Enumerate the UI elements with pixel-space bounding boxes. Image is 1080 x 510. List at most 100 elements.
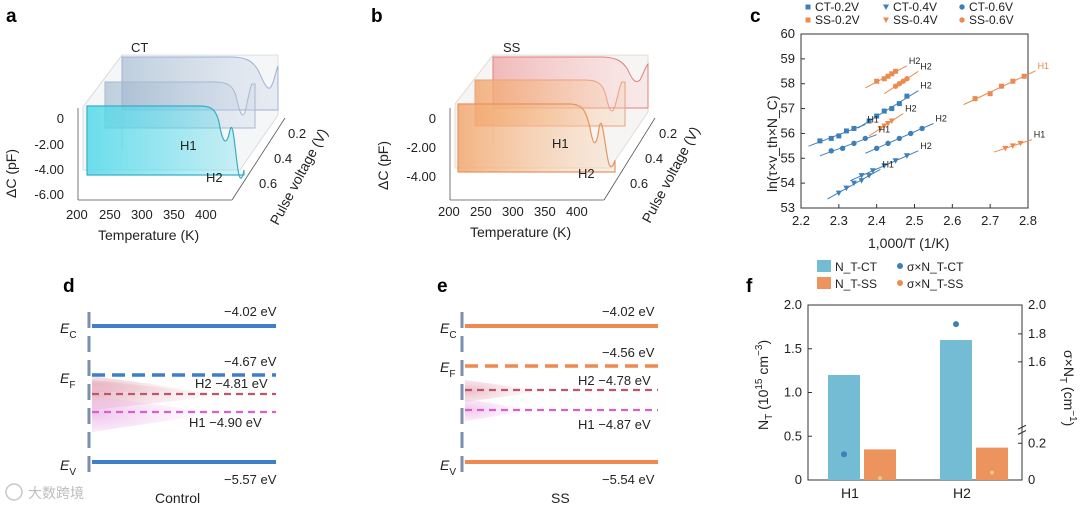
panel-b-ztick: 0.4	[645, 151, 663, 166]
panel-b-ylabel: ΔC (pF)	[375, 141, 391, 190]
panel-c-segment-label: H1	[1038, 61, 1050, 71]
panel-c-point	[881, 123, 888, 129]
panel-f-dot-ct	[841, 451, 847, 458]
panel-f-ltick: 2.0	[784, 297, 802, 312]
panel-e: e −4.02 eV −4.56 eV H2 −4.78 eV H1 −4.87…	[437, 276, 658, 506]
panel-c-ytick: 56	[781, 125, 795, 140]
panel-f-ltick: 0	[795, 472, 802, 487]
panel-d-ev-sub: V	[69, 467, 76, 478]
panel-label-d: d	[63, 276, 75, 297]
panel-c-point	[839, 145, 846, 152]
panel-b-ztick: 0.6	[630, 176, 648, 191]
panel-c-xtick: 2.2	[792, 213, 810, 228]
panel-f-bar-ss	[864, 449, 896, 480]
panel-f-legend-swatch	[817, 277, 831, 289]
panel-c-ticks: 2.2 2.3 2.4 2.5 2.6 2.7 2.8 53 54 55 56 57 58 59 60	[781, 26, 1038, 228]
panel-b-xtick: 250	[470, 204, 492, 219]
panel-c-legend-label: CT-0.6V	[969, 0, 1013, 14]
panel-c-point	[828, 148, 834, 154]
panel-c-point	[836, 133, 842, 139]
panel-f-dot-ss	[878, 476, 882, 481]
panel-label-c: c	[750, 6, 761, 27]
panel-a-xlabel: Temperature (K)	[98, 227, 199, 243]
panel-c-point	[904, 76, 910, 82]
panel-c-point	[987, 91, 993, 97]
panel-c-point	[885, 120, 892, 127]
panel-c-point	[862, 135, 869, 142]
panel-a-xtick: 300	[131, 207, 153, 222]
panel-d-h1-cone-fill	[92, 396, 220, 432]
panel-b-tag: SS	[503, 40, 521, 55]
panel-c-point	[858, 178, 865, 184]
panel-f-legend-label: σ×N_T-SS	[907, 277, 963, 291]
panel-a-ytick: 0	[57, 111, 64, 126]
panel-c-xtick: 2.5	[905, 213, 923, 228]
panel-c-ylabel: ln(τ×v_th×N_C)	[764, 95, 780, 192]
panel-a-y-ticks: 0 -2.00 -4.00 -6.00	[34, 111, 64, 202]
panel-f-axis-break-icon	[1017, 424, 1027, 435]
panel-e-ev-label: EV	[440, 457, 456, 478]
panel-c-ytick: 57	[781, 101, 795, 116]
panel-e-ev-sym: E	[440, 457, 450, 473]
panel-a-z-axis	[231, 117, 286, 201]
panel-a-ztick: 0.4	[274, 151, 292, 166]
panel-c-point	[908, 130, 914, 137]
panel-c-segment-label: H1	[882, 159, 894, 169]
panel-c-point	[851, 140, 857, 147]
panel-c-segment-label: H2	[920, 61, 932, 71]
panel-c-point	[904, 93, 910, 99]
watermark-text: 大数跨境	[28, 485, 84, 501]
panel-f-dot-ct	[953, 321, 959, 328]
panel-c-point	[873, 145, 880, 152]
panel-a-peak-h1: H1	[180, 138, 197, 153]
panel-c-point	[881, 76, 887, 82]
panel-c-ytick: 60	[781, 26, 795, 41]
panel-a-xtick: 250	[99, 207, 121, 222]
panel-a-ztick: 0.6	[259, 176, 277, 191]
panel-c-xtick: 2.7	[981, 213, 999, 228]
panel-c-segment-label: H2	[920, 141, 932, 151]
panel-e-h2-value: H2 −4.78 eV	[578, 373, 651, 388]
panel-f-right-label: σ×NT (cm−1)	[1057, 350, 1078, 426]
panel-c-point	[881, 163, 888, 169]
panel-f-legend-swatch	[817, 260, 831, 272]
panel-f-rtick: 0.2	[1028, 435, 1046, 450]
panel-f-ltick: 1.5	[784, 341, 802, 356]
panel-c-xlabel: 1,000/T (1/K)	[868, 235, 949, 251]
panel-c-legend-label: SS-0.4V	[893, 13, 938, 27]
panel-label-f: f	[746, 276, 753, 297]
panel-c-segment-label: H2	[920, 81, 932, 91]
panel-f-legend-swatch	[897, 263, 903, 269]
panel-c-point	[858, 173, 865, 179]
panel-f-legend: N_T-CT N_T-SS σ×N_T-CT σ×N_T-SS	[817, 260, 964, 291]
panel-c-fit-line	[819, 134, 877, 157]
panel-c-legend-label: CT-0.2V	[815, 0, 859, 14]
panel-b-peak-h2: H2	[578, 166, 595, 181]
panel-c-xtick: 2.4	[868, 213, 886, 228]
panel-f-rtick: 0	[1028, 472, 1035, 487]
panel-c-point	[888, 118, 895, 124]
panel-f-ticks: 0 0.5 1.0 1.5 2.0 0 0.2 1.6 1.8 2.0 H1 H2	[784, 297, 1046, 501]
panel-c-legend: CT-0.2V CT-0.4V CT-0.6V SS-0.2V SS-0.4V SS-0.…	[805, 0, 1014, 27]
panel-c-segment-labels: H2 H1 H2 H1 H2 H1 H2 H1 H2 H1 H2	[867, 56, 1049, 170]
panel-f-legend-label: N_T-SS	[835, 277, 877, 291]
panel-f-bar-ss	[976, 447, 1008, 480]
panel-b-xtick: 200	[438, 204, 460, 219]
panel-a-ytick: -2.00	[34, 137, 64, 152]
panel-c-legend-label: SS-0.2V	[815, 13, 860, 27]
panel-c-point	[892, 158, 899, 164]
panel-c-legend-marker	[805, 4, 811, 10]
panel-d-h2-value: H2 −4.81 eV	[195, 376, 268, 391]
panel-c-ytick: 55	[781, 150, 795, 165]
panel-b-xtick: 350	[534, 204, 556, 219]
panel-c-segment-label: H2	[935, 113, 947, 123]
panel-c-point	[919, 125, 925, 132]
panel-c-point	[1010, 78, 1016, 84]
panel-d-ec-sub: C	[69, 330, 76, 341]
panel-c-point	[866, 118, 872, 124]
panel-f-bar-ct	[940, 340, 972, 480]
panel-c-point	[851, 125, 857, 131]
panel-d-ec-value: −4.02 eV	[224, 304, 277, 319]
panel-c-point	[877, 125, 884, 132]
panel-a-xtick: 400	[195, 207, 217, 222]
